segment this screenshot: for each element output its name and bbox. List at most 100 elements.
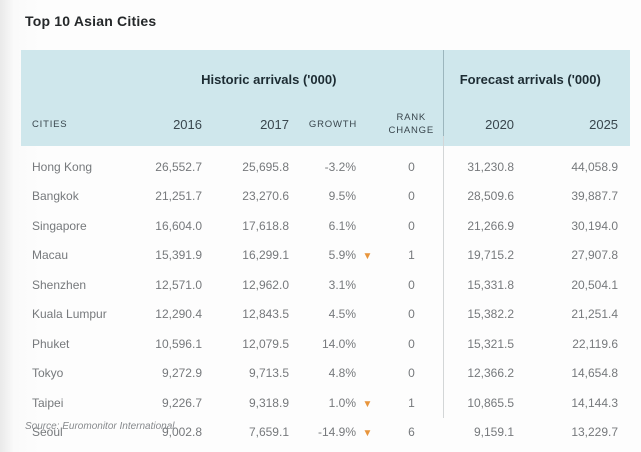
rank-change-cell: 6 [408, 425, 415, 440]
rank-change-cell: 0 [408, 189, 415, 204]
arrivals-2017-cell: 25,695.8 [242, 159, 289, 174]
arrivals-2020-cell: 15,331.8 [467, 277, 515, 292]
arrivals-2025-cell: 14,144.3 [571, 395, 619, 410]
column-header-cities: CITIES [21, 103, 137, 146]
arrivals-2025-cell: 13,229.7 [571, 425, 619, 440]
arrivals-2020-cell: 15,321.5 [467, 336, 515, 351]
table-row: Tokyo 9,272.9 9,713.5 4.8% 0 12,366.2 14… [21, 359, 630, 389]
forecast-section-header: Forecast arrivals ('000) [442, 50, 631, 103]
arrivals-2020-cell: 28,509.6 [467, 189, 515, 204]
growth-cell: 3.1% [290, 270, 380, 300]
growth-value: 1.0% [328, 395, 356, 410]
rank-down-icon: ▼ [362, 398, 373, 410]
growth-value: 4.8% [328, 366, 356, 381]
source-note: Source: Euromonitor International [25, 421, 175, 432]
table-row: Taipei 9,226.7 9,318.9 1.0% ▼ 1 10,865.5 … [21, 388, 630, 418]
column-header-2017: 2017 [203, 103, 290, 146]
historic-section-header: Historic arrivals ('000) [21, 50, 444, 103]
arrivals-2016-cell: 9,002.8 [161, 425, 202, 440]
growth-cell: 6.1% [290, 211, 380, 241]
rank-change-label-line2: CHANGE [388, 124, 434, 136]
growth-value: -3.2% [324, 159, 356, 174]
rank-change-cell: 0 [408, 159, 415, 174]
column-header-2016: 2016 [137, 103, 203, 146]
growth-cell: 14.0% [290, 329, 380, 359]
arrivals-2025-cell: 22,119.6 [572, 336, 619, 351]
growth-cell: -3.2% [290, 152, 380, 182]
growth-cell: 4.8% [290, 359, 380, 389]
column-header-2020: 2020 [442, 103, 516, 146]
rank-down-icon: ▼ [362, 428, 373, 440]
growth-value: -14.9% [317, 425, 356, 440]
arrivals-2017-cell: 17,618.8 [242, 218, 289, 233]
arrivals-2020-cell: 31,230.8 [467, 159, 515, 174]
rank-change-cell: 0 [408, 218, 415, 233]
table-row: Shenzhen 12,571.0 12,962.0 3.1% 0 15,331… [21, 270, 630, 300]
growth-cell: 4.5% [290, 300, 380, 330]
rank-change-cell: 1 [408, 248, 415, 263]
arrivals-2016-cell: 15,391.9 [155, 248, 202, 263]
arrivals-2017-cell: 12,079.5 [242, 336, 289, 351]
rank-change-cell: 0 [408, 366, 415, 381]
column-header-rank-change: RANK CHANGE [380, 103, 444, 146]
rank-change-cell: 0 [408, 307, 415, 322]
arrivals-2016-cell: 12,290.4 [155, 307, 202, 322]
city-cell: Phuket [32, 336, 70, 351]
table-body: Hong Kong 26,552.7 25,695.8 -3.2% 0 31,2… [21, 146, 630, 447]
table-row: Seoul 9,002.8 7,659.1 -14.9% ▼ 6 9,159.1 … [21, 418, 630, 448]
growth-cell: 5.9% ▼ [290, 241, 380, 271]
arrivals-2020-cell: 15,382.2 [467, 307, 515, 322]
table-row: Kuala Lumpur 12,290.4 12,843.5 4.5% 0 15… [21, 300, 630, 330]
rank-change-cell: 0 [408, 336, 415, 351]
arrivals-2025-cell: 39,887.7 [571, 189, 619, 204]
page-title: Top 10 Asian Cities [25, 13, 157, 29]
table-row: Phuket 10,596.1 12,079.5 14.0% 0 15,321.… [21, 329, 630, 359]
arrivals-2017-cell: 9,318.9 [248, 395, 289, 410]
city-cell: Shenzhen [32, 277, 87, 292]
growth-value: 14.0% [321, 336, 356, 351]
section-header-row: Historic arrivals ('000) Forecast arriva… [21, 50, 631, 103]
arrivals-2017-cell: 16,299.1 [242, 248, 289, 263]
arrivals-2016-cell: 12,571.0 [155, 277, 202, 292]
growth-value: 3.1% [328, 277, 356, 292]
arrivals-2025-cell: 27,907.8 [571, 248, 619, 263]
arrivals-2025-cell: 30,194.0 [571, 218, 619, 233]
arrivals-2025-cell: 14,654.8 [571, 366, 619, 381]
arrivals-2020-cell: 9,159.1 [473, 425, 515, 440]
growth-value: 9.5% [328, 189, 356, 204]
city-cell: Kuala Lumpur [32, 307, 107, 322]
growth-value: 6.1% [328, 218, 356, 233]
arrivals-2020-cell: 21,266.9 [467, 218, 515, 233]
arrivals-2025-cell: 20,504.1 [571, 277, 619, 292]
city-cell: Bangkok [32, 189, 79, 204]
table-row: Hong Kong 26,552.7 25,695.8 -3.2% 0 31,2… [21, 152, 630, 182]
arrivals-2017-cell: 12,843.5 [242, 307, 289, 322]
arrivals-2025-cell: 21,251.4 [571, 307, 619, 322]
city-cell: Seoul [32, 425, 63, 440]
arrivals-2016-cell: 21,251.7 [155, 189, 202, 204]
rank-change-cell: 1 [408, 395, 415, 410]
city-cell: Taipei [32, 395, 64, 410]
arrivals-2016-cell: 9,272.9 [161, 366, 202, 381]
table-row: Macau 15,391.9 16,299.1 5.9% ▼ 1 19,715.2… [21, 241, 630, 271]
growth-cell: 9.5% [290, 182, 380, 212]
rank-change-label-line1: RANK [396, 111, 427, 123]
arrivals-2020-cell: 19,715.2 [467, 248, 515, 263]
table-row: Bangkok 21,251.7 23,270.6 9.5% 0 28,509.… [21, 182, 630, 212]
arrivals-table: Historic arrivals ('000) Forecast arriva… [21, 50, 631, 447]
column-header-2025: 2025 [515, 103, 631, 146]
arrivals-2016-cell: 10,596.1 [155, 336, 202, 351]
arrivals-2020-cell: 12,366.2 [467, 366, 515, 381]
arrivals-2017-cell: 9,713.5 [248, 366, 289, 381]
column-header-row: CITIES 2016 2017 GROWTH RANK CHANGE 2020… [21, 103, 631, 146]
arrivals-2025-cell: 44,058.9 [571, 159, 619, 174]
column-header-growth: GROWTH [290, 103, 380, 146]
growth-cell: -14.9% ▼ [290, 418, 380, 448]
city-cell: Tokyo [32, 366, 64, 381]
growth-value: 4.5% [328, 307, 356, 322]
rank-change-cell: 0 [408, 277, 415, 292]
city-cell: Hong Kong [32, 159, 93, 174]
arrivals-2017-cell: 12,962.0 [242, 277, 289, 292]
growth-cell: 1.0% ▼ [290, 388, 380, 418]
